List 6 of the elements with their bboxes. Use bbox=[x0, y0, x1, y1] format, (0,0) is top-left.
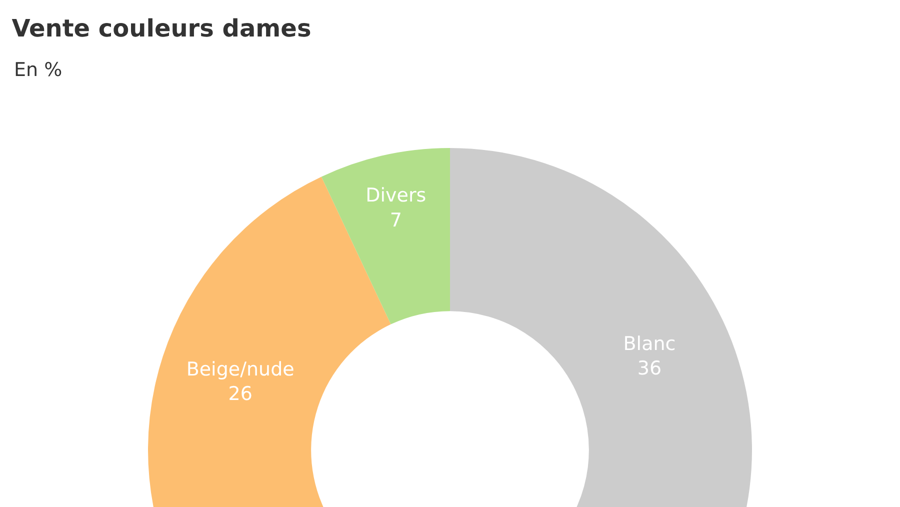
data-label: 7 bbox=[390, 209, 402, 232]
slice-label: Beige/nude bbox=[186, 358, 294, 381]
chart-title: Vente couleurs dames bbox=[12, 14, 312, 42]
chart-subtitle: En % bbox=[14, 59, 62, 81]
data-label: 26 bbox=[228, 383, 252, 406]
slice-label: Divers bbox=[366, 184, 426, 207]
